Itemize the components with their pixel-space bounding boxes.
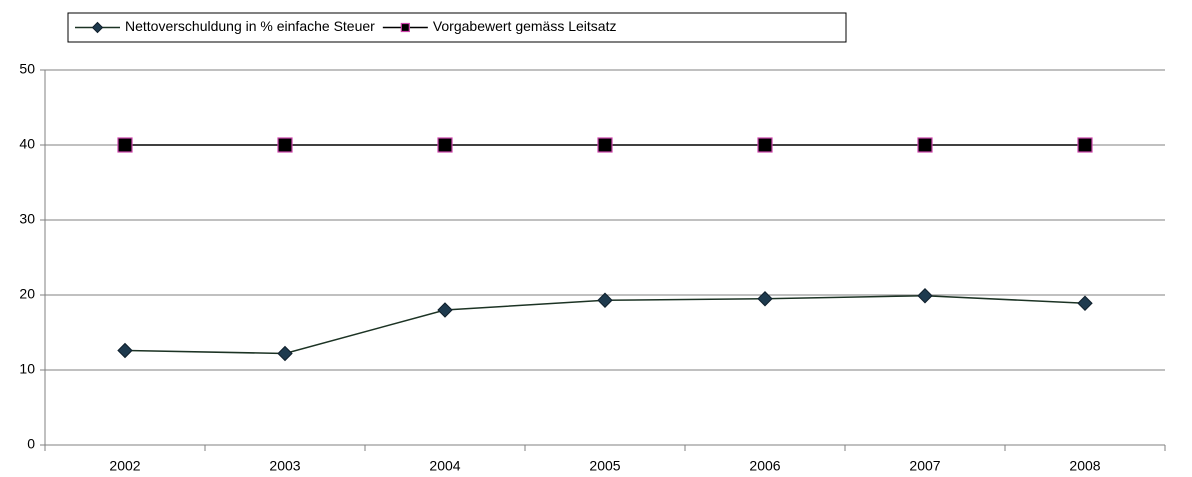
data-point [117,342,133,359]
legend-label: Nettoverschuldung in % einfache Steuer [125,18,375,34]
data-point [437,302,453,318]
y-tick-label: 20 [19,286,35,302]
x-tick-label: 2006 [749,458,780,474]
data-point [437,137,453,153]
y-tick-label: 0 [27,436,35,452]
x-tick-label: 2008 [1069,458,1100,474]
y-tick-label: 10 [19,361,35,377]
y-tick-label: 30 [19,211,35,227]
legend-box [67,12,847,43]
data-point [1077,295,1093,311]
data-point [757,137,773,153]
data-point [277,137,293,153]
legend-marker [400,22,410,33]
y-tick-label: 50 [19,61,35,77]
x-tick-label: 2002 [109,458,140,474]
data-point [917,288,933,304]
data-point [757,291,773,307]
x-tick-label: 2004 [429,458,460,474]
x-tick-label: 2007 [909,458,940,474]
data-point [117,137,133,153]
legend-marker [91,21,104,34]
data-point [597,137,613,153]
legend-label: Vorgabewert gemäss Leitsatz [433,18,617,34]
data-point [1077,137,1093,153]
data-point [917,137,933,153]
x-tick-label: 2005 [589,458,620,474]
data-point [277,345,293,362]
x-tick-label: 2003 [269,458,300,474]
data-point [597,292,613,308]
y-tick-label: 40 [19,136,35,152]
